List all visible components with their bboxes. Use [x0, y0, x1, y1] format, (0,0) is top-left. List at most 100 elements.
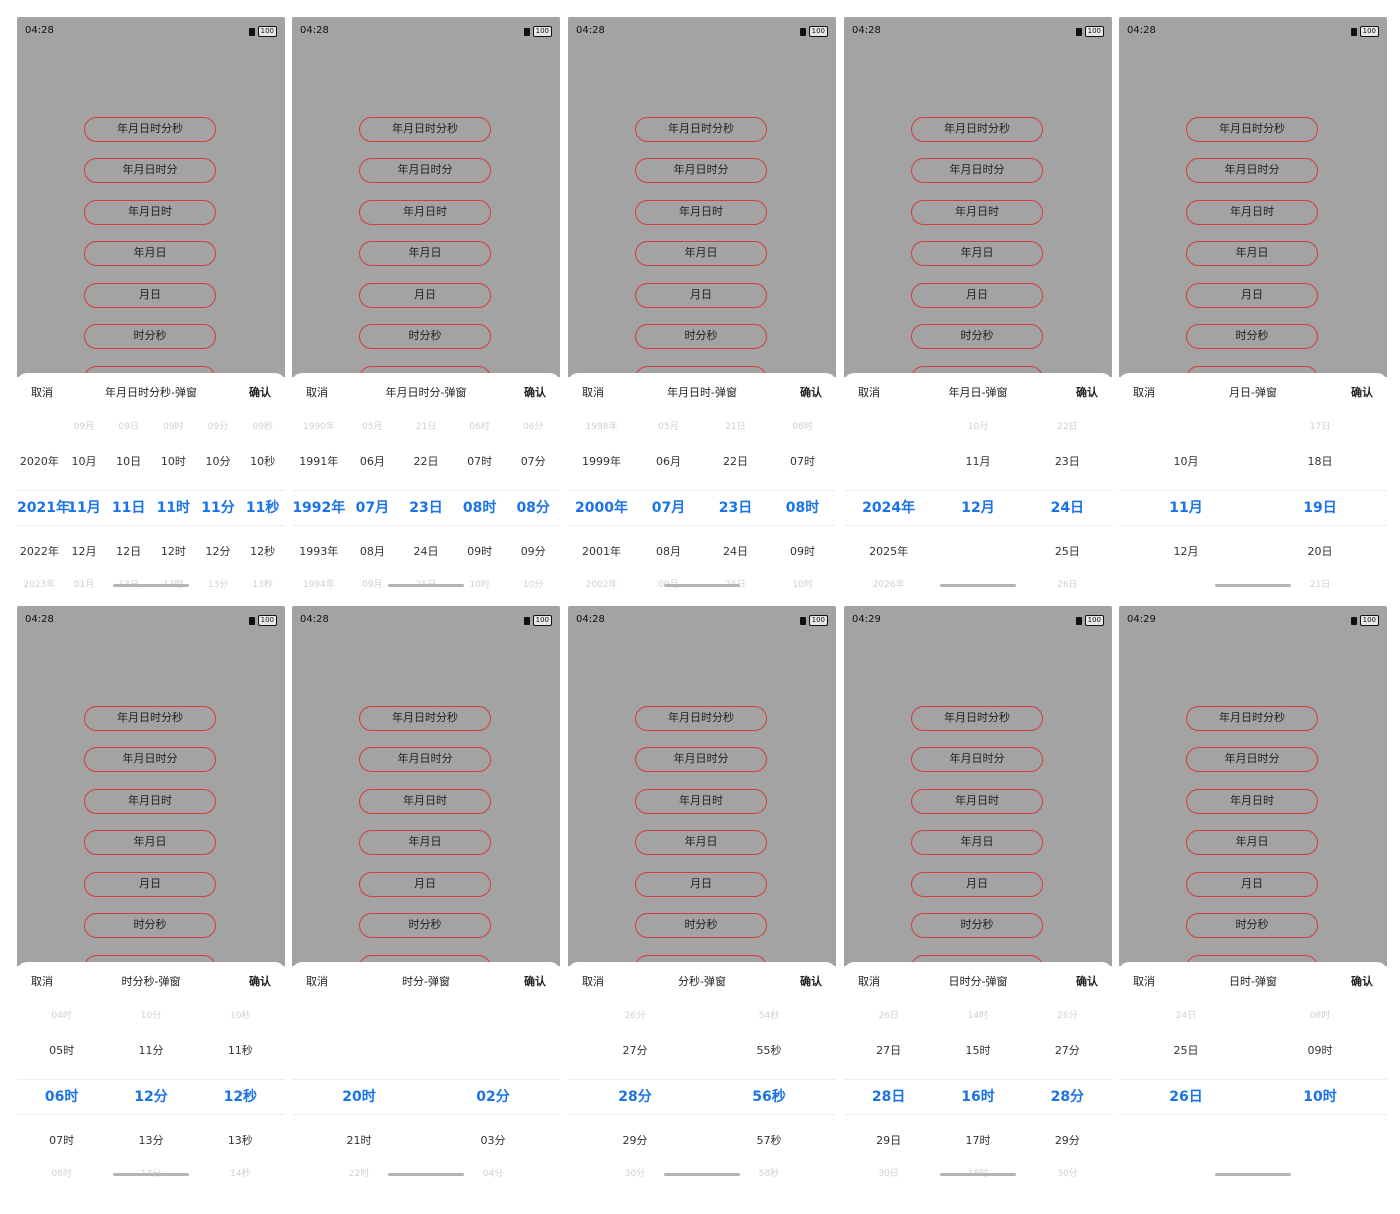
wheel-option[interactable]: 29分 — [1054, 1134, 1080, 1147]
selected-value[interactable]: 08时 — [785, 500, 820, 516]
wheel-option[interactable]: 12日 — [116, 545, 142, 558]
wheel-option[interactable]: 06月 — [656, 455, 681, 468]
wheel-option[interactable]: 27分 — [1054, 1044, 1080, 1057]
wheel-option[interactable]: 2001年 — [582, 545, 621, 558]
wheel-option[interactable]: 2023年 — [23, 580, 56, 590]
selected-value[interactable]: 11时 — [156, 500, 191, 516]
wheel-option[interactable]: 04分 — [482, 1169, 504, 1179]
wheel-option[interactable]: 13分 — [138, 1134, 164, 1147]
picker-wheel-column[interactable]: 26日 27日 28日 29日 30日 — [844, 1004, 933, 1186]
picker-wheel-column[interactable]: 06时 07时 08时 09时 10时 — [769, 415, 836, 597]
wheel-option[interactable]: 04时 — [51, 1011, 72, 1021]
picker-mode-button[interactable]: 年月日 — [635, 830, 767, 855]
picker-mode-button[interactable]: 年月日时 — [635, 789, 767, 814]
wheel-option[interactable]: 09秒 — [252, 422, 273, 432]
picker-wheel-column[interactable]: 09月 10月 11月 12月 01月 — [62, 415, 107, 597]
picker-mode-button[interactable]: 月日 — [1186, 283, 1318, 308]
picker-wheel-column[interactable]: 1998年 1999年 2000年 2001年 2002年 — [568, 415, 635, 597]
cancel-button[interactable]: 取消 — [858, 386, 880, 399]
picker-mode-button[interactable]: 月日 — [1186, 872, 1318, 897]
picker-wheel-column[interactable]: 10秒 11秒 12秒 13秒 14秒 — [196, 1004, 285, 1186]
picker-mode-button[interactable]: 月日 — [84, 283, 216, 308]
picker-mode-button[interactable]: 年月日时 — [84, 789, 216, 814]
cancel-button[interactable]: 取消 — [306, 386, 328, 399]
wheel-option[interactable]: 06时 — [792, 422, 813, 432]
wheel-option[interactable]: 22日 — [1057, 422, 1078, 432]
picker-mode-button[interactable]: 年月日时分秒 — [911, 117, 1043, 142]
wheel-option[interactable]: 2020年 — [19, 455, 59, 468]
wheel-option[interactable]: 12分 — [205, 545, 231, 558]
picker-mode-button[interactable]: 年月日 — [84, 830, 216, 855]
picker-mode-button[interactable]: 年月日时 — [911, 200, 1043, 225]
wheel-option[interactable]: 10时 — [792, 580, 813, 590]
selected-value[interactable]: 28分 — [1050, 1089, 1085, 1105]
picker-mode-button[interactable]: 年月日时分 — [1186, 747, 1318, 772]
wheel-option[interactable]: 21时 — [346, 1134, 372, 1147]
wheel-option[interactable]: 12月 — [71, 545, 97, 558]
wheel-option[interactable]: 10时 — [160, 455, 186, 468]
selected-value[interactable]: 12秒 — [223, 1089, 258, 1105]
wheel-option[interactable]: 21日 — [725, 422, 746, 432]
wheel-option[interactable]: 1998年 — [585, 422, 618, 432]
picker-mode-button[interactable]: 月日 — [911, 872, 1043, 897]
wheel-option[interactable]: 20日 — [1307, 545, 1333, 558]
picker-mode-button[interactable]: 年月日时分秒 — [84, 706, 216, 731]
picker-mode-button[interactable]: 年月日时分 — [84, 747, 216, 772]
selected-value[interactable]: 1992年 — [292, 500, 346, 516]
wheel-option[interactable]: 09月 — [73, 422, 95, 432]
wheel-option[interactable]: 17时 — [965, 1134, 991, 1147]
wheel-option[interactable]: 26日 — [878, 1011, 899, 1021]
picker-mode-button[interactable]: 年月日时 — [359, 200, 491, 225]
picker-mode-button[interactable]: 年月日时 — [1186, 789, 1318, 814]
wheel-option[interactable]: 2002年 — [585, 580, 618, 590]
wheel-option[interactable]: 57秒 — [756, 1134, 782, 1147]
selected-value[interactable]: 23日 — [409, 500, 443, 516]
picker-mode-button[interactable]: 年月日 — [911, 830, 1043, 855]
wheel-option[interactable]: 29日 — [876, 1134, 902, 1147]
selected-value[interactable]: 2024年 — [862, 500, 916, 516]
picker-mode-button[interactable]: 年月日 — [359, 830, 491, 855]
wheel-option[interactable]: 08月 — [656, 545, 681, 558]
wheel-option[interactable]: 09分 — [207, 422, 229, 432]
picker-wheel-column[interactable]: 06时 07时 08时 09时 10时 — [453, 415, 507, 597]
picker-wheel-column[interactable]: 26分 27分 28分 29分 30分 — [1023, 1004, 1112, 1186]
picker-wheel-column[interactable]: 08时 09时 10时 — [1253, 1004, 1387, 1186]
cancel-button[interactable]: 取消 — [582, 386, 604, 399]
selected-value[interactable]: 11月 — [1169, 500, 1203, 516]
picker-mode-button[interactable]: 年月日时分秒 — [635, 117, 767, 142]
picker-mode-button[interactable]: 年月日时 — [1186, 200, 1318, 225]
wheel-option[interactable]: 10秒 — [250, 455, 276, 468]
wheel-option[interactable]: 27分 — [622, 1044, 648, 1057]
cancel-button[interactable]: 取消 — [31, 975, 53, 988]
wheel-option[interactable]: 11秒 — [227, 1044, 253, 1057]
selected-value[interactable]: 20时 — [342, 1089, 376, 1105]
wheel-option[interactable]: 07分 — [520, 455, 546, 468]
picker-mode-button[interactable]: 时分秒 — [635, 324, 767, 349]
picker-mode-button[interactable]: 时分秒 — [84, 913, 216, 938]
selected-value[interactable]: 12分 — [134, 1089, 168, 1105]
picker-wheel-column[interactable]: 04时 05时 06时 07时 08时 — [17, 1004, 106, 1186]
picker-mode-button[interactable]: 年月日时分秒 — [635, 706, 767, 731]
selected-value[interactable]: 24日 — [1050, 500, 1085, 516]
picker-wheel-column[interactable]: 09秒 10秒 11秒 12秒 13秒 — [240, 415, 285, 597]
wheel-option[interactable]: 09月 — [362, 580, 383, 590]
wheel-option[interactable]: 13分 — [207, 580, 229, 590]
picker-mode-button[interactable]: 时分秒 — [911, 913, 1043, 938]
wheel-option[interactable]: 12秒 — [250, 545, 276, 558]
cancel-button[interactable]: 取消 — [582, 975, 604, 988]
picker-mode-button[interactable]: 时分秒 — [911, 324, 1043, 349]
wheel-option[interactable]: 22日 — [413, 455, 439, 468]
picker-mode-button[interactable]: 月日 — [84, 872, 216, 897]
picker-wheel-column[interactable]: 1990年 1991年 1992年 1993年 1994年 — [292, 415, 346, 597]
cancel-button[interactable]: 取消 — [1133, 975, 1155, 988]
picker-wheel-column[interactable]: 21日22日23日24日25日 — [702, 415, 769, 597]
picker-mode-button[interactable]: 月日 — [635, 283, 767, 308]
confirm-button[interactable]: 确认 — [1076, 975, 1098, 988]
wheel-option[interactable]: 54秒 — [758, 1011, 780, 1021]
wheel-option[interactable]: 22日 — [723, 455, 748, 468]
wheel-option[interactable]: 09日 — [118, 422, 139, 432]
wheel-option[interactable]: 30分 — [624, 1169, 646, 1179]
wheel-option[interactable]: 11分 — [138, 1044, 164, 1057]
picker-mode-button[interactable]: 年月日 — [1186, 830, 1318, 855]
wheel-option[interactable]: 15时 — [965, 1044, 991, 1057]
